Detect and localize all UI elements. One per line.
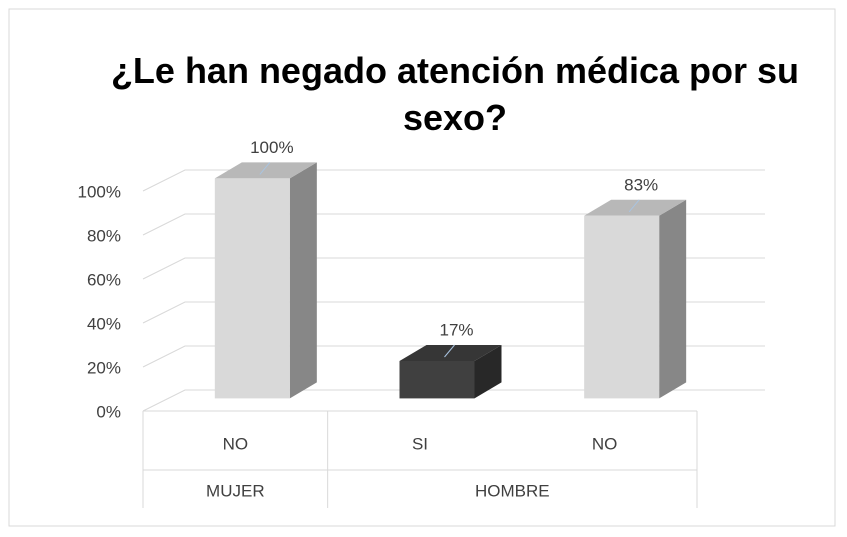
data-label: 100% [250,138,293,157]
grid-line [142,169,765,192]
grid-line [142,389,765,412]
bar-top [399,345,502,361]
leader-line [259,162,271,175]
grid-line [142,345,765,368]
leader-line [628,199,640,213]
y-tick-label: 60% [87,270,121,289]
bar-side [659,199,687,399]
y-tick-label: 0% [96,402,121,421]
bar [214,178,290,399]
data-label: 83% [624,175,658,194]
grid-line [142,257,765,280]
bar-top [214,162,317,179]
y-tick-label: 20% [87,358,121,377]
bar-side [474,345,502,399]
bar-side [289,162,317,399]
bar-top [584,199,687,216]
x-tick-label: SI [412,434,428,453]
group-label: MUJER [206,481,265,500]
group-label: HOMBRE [475,481,550,500]
leader-line [444,344,455,358]
y-tick-label: 80% [87,226,121,245]
x-tick-label: NO [223,434,249,453]
y-tick-label: 40% [87,314,121,333]
data-label: 17% [439,320,473,339]
y-tick-label: 100% [78,182,121,201]
bar [584,215,660,399]
chart-title: ¿Le han negado atención médica por su se… [110,50,800,138]
x-tick-label: NO [592,434,618,453]
bar [399,361,475,399]
grid-line [142,301,765,324]
chart-border [8,8,836,527]
grid-line [142,213,765,236]
